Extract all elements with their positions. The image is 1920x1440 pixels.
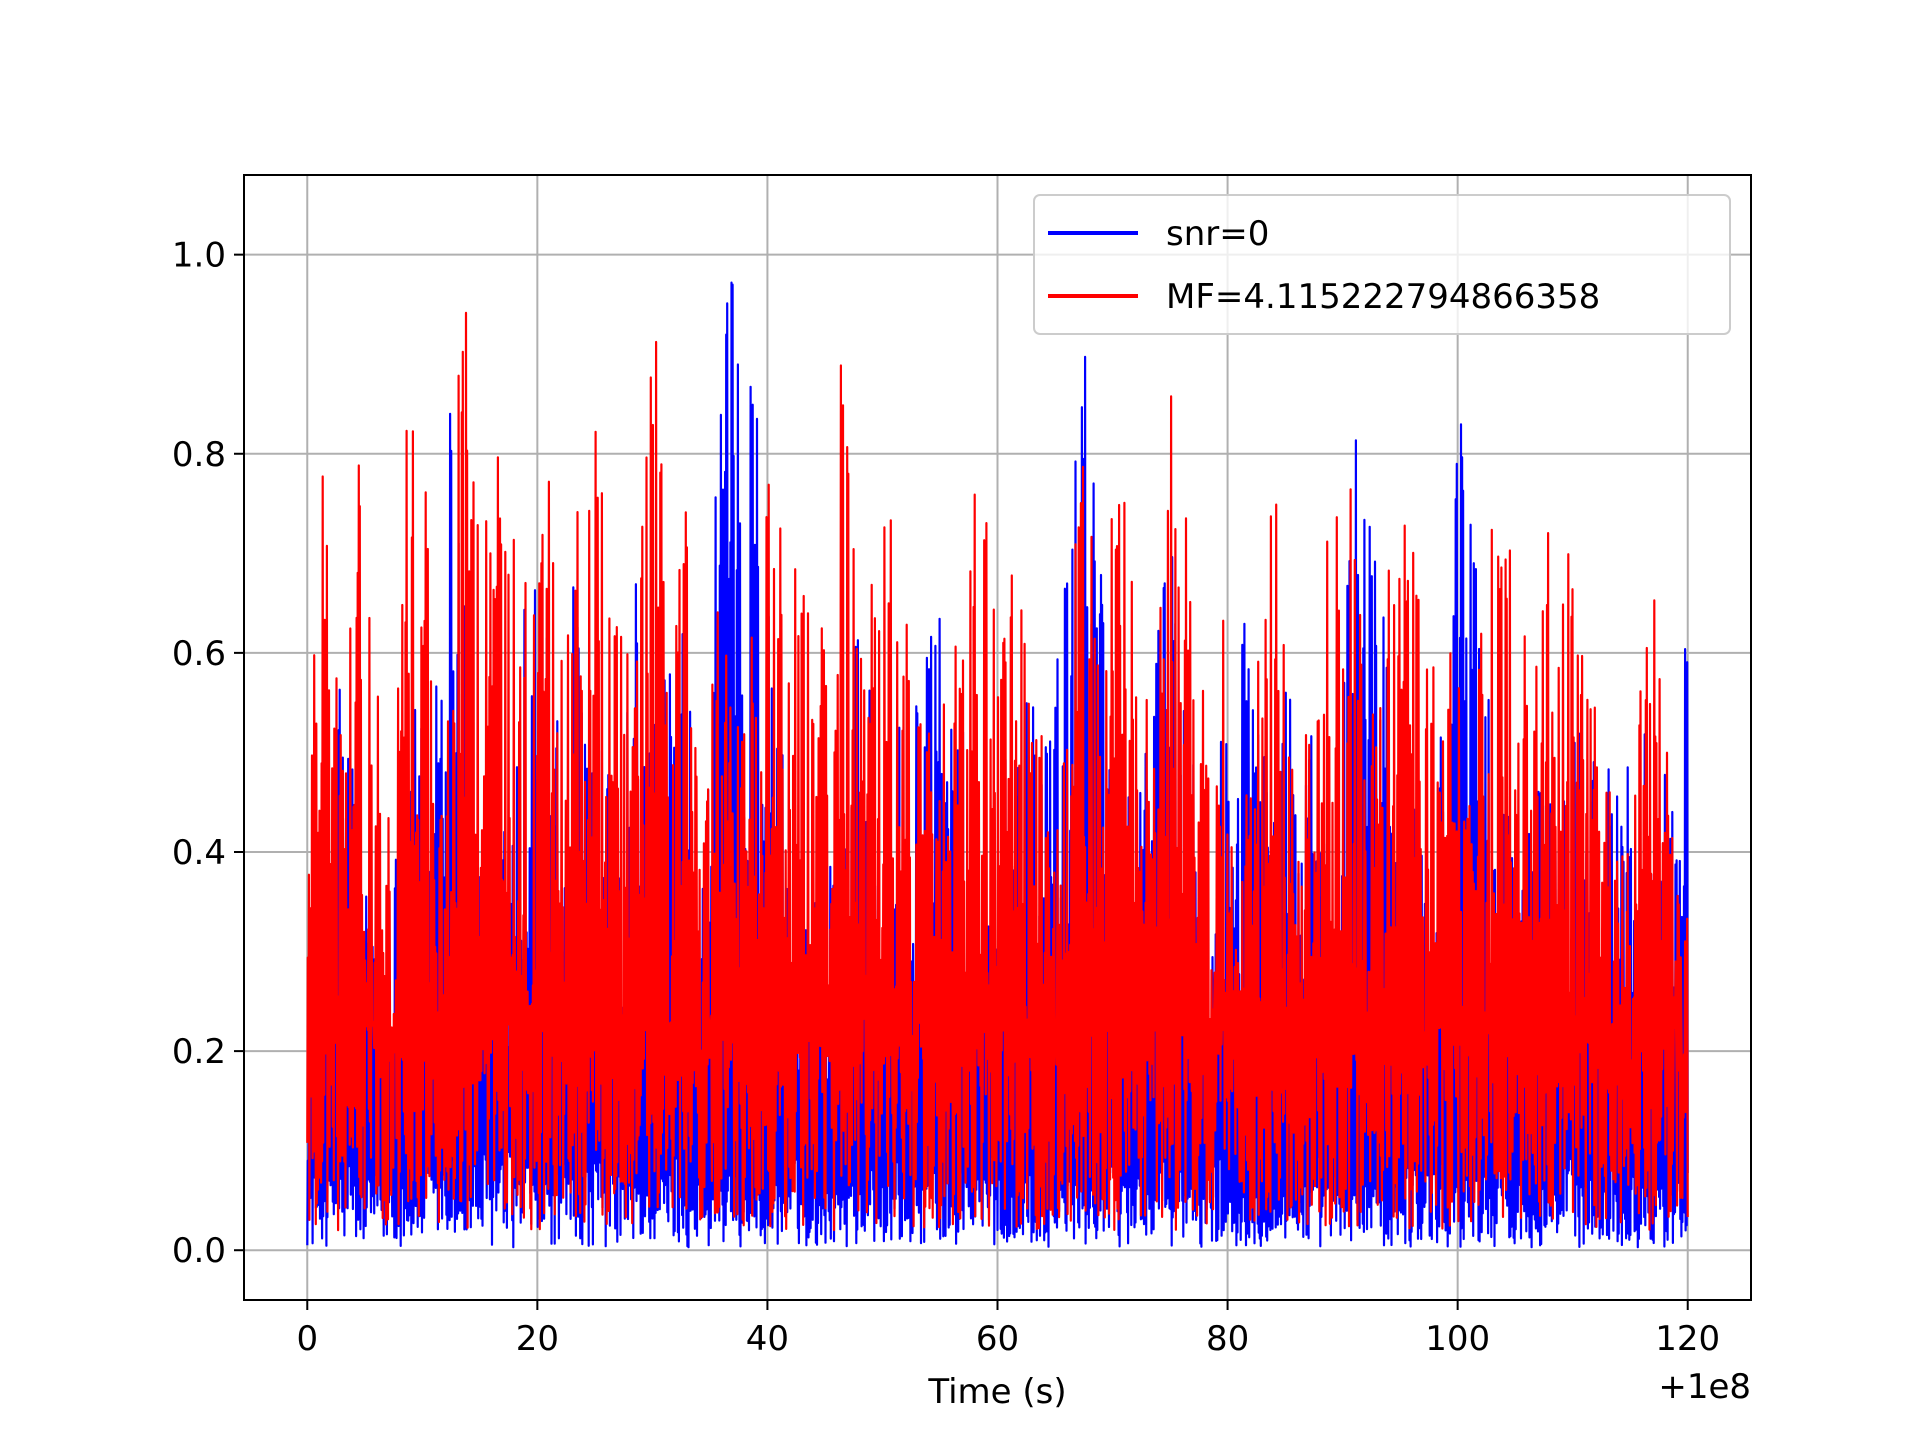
axis-ticks: 0 20 40 60 80 100 120 0.0 0.2 0.4 0.6 0.8 1.0 [172, 236, 1720, 1359]
legend-label: snr=0 [1166, 214, 1269, 254]
x-tick-label: 40 [746, 1319, 789, 1359]
y-tick-label: 0.2 [172, 1032, 226, 1072]
legend-box [1033, 194, 1731, 335]
x-tick-label: 20 [516, 1319, 559, 1359]
x-tick-label: 80 [1206, 1319, 1249, 1359]
x-axis-title: Time (s) [927, 1372, 1066, 1412]
y-tick-label: 0.4 [172, 833, 226, 873]
x-tick-label: 0 [296, 1319, 318, 1359]
y-tick-label: 0.6 [172, 634, 226, 674]
plot-lines [306, 224, 1689, 1249]
y-tick-label: 1.0 [172, 236, 226, 276]
x-tick-label: 120 [1655, 1319, 1720, 1359]
x-axis-offset-label: +1e8 [1658, 1367, 1751, 1407]
legend: snr=0 MF=4.115222794866358 [1033, 194, 1731, 335]
series-line-mf [306, 311, 1689, 1232]
x-tick-label: 100 [1425, 1319, 1490, 1359]
x-tick-label: 60 [976, 1319, 1019, 1359]
legend-label: MF=4.115222794866358 [1166, 277, 1600, 317]
y-tick-label: 0.0 [172, 1231, 226, 1271]
y-tick-label: 0.8 [172, 435, 226, 475]
